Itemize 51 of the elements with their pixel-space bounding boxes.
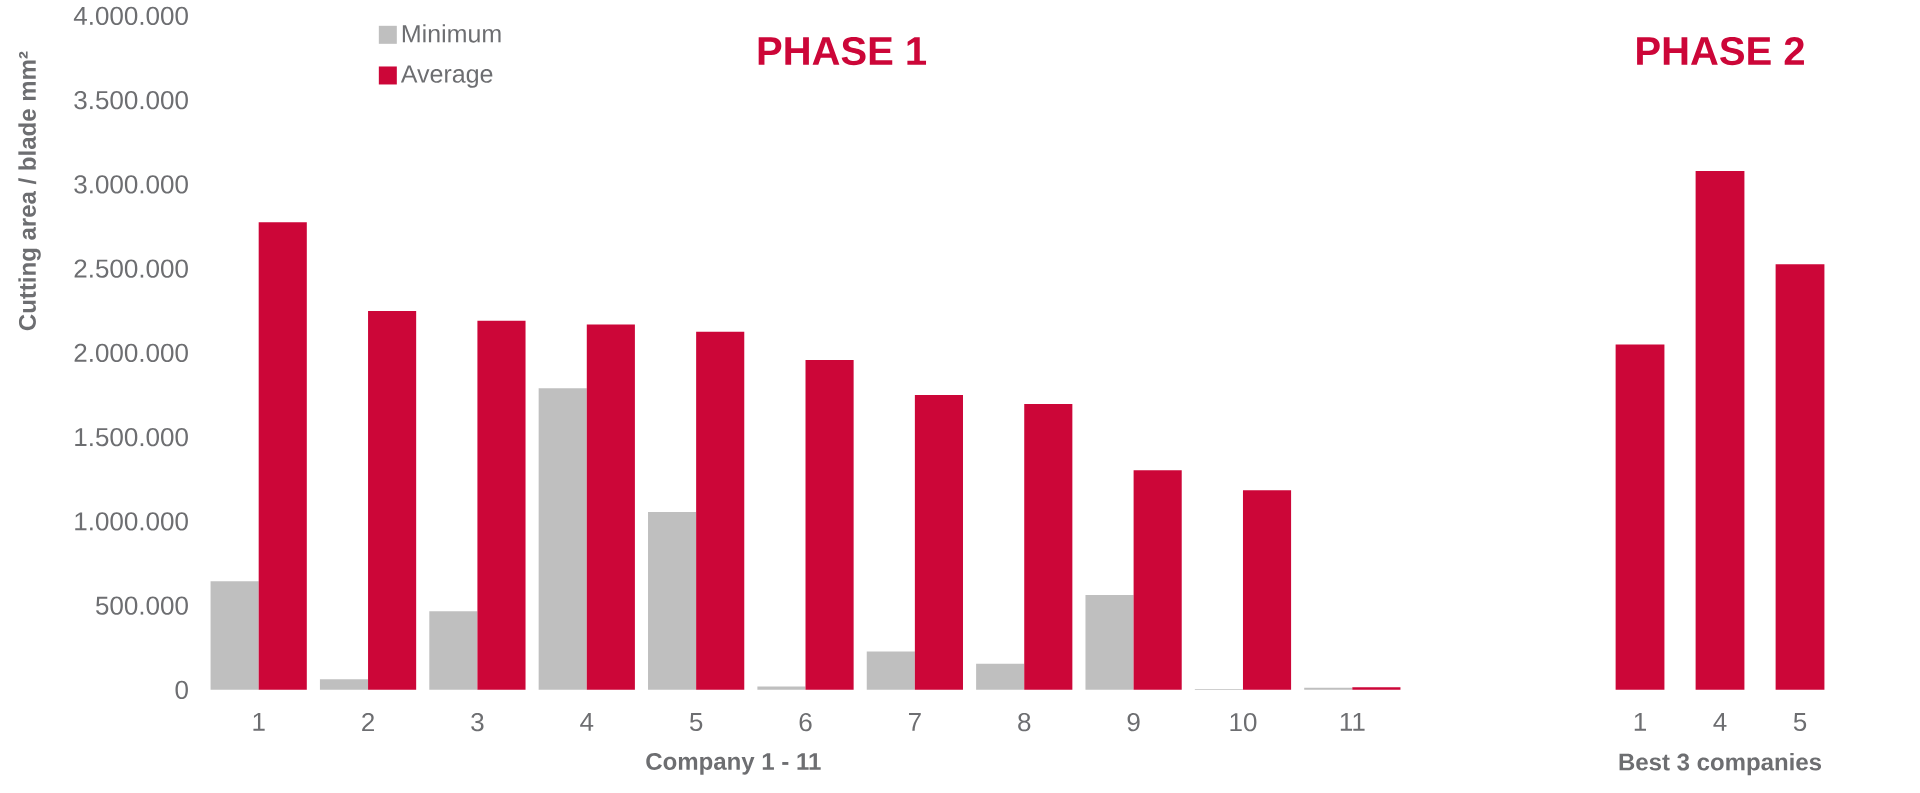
bar: [1133, 470, 1182, 690]
bar: [866, 651, 915, 690]
y-tick-label: 1.000.000: [75, 512, 188, 531]
x-tick-label: 8: [1018, 712, 1031, 732]
x-tick-label: 4: [580, 713, 594, 731]
x-tick-label: 1: [1634, 713, 1646, 731]
y-tick-label: 500.000: [95, 596, 188, 615]
y-tick-label: 3.000.000: [74, 175, 188, 194]
bar: [648, 511, 697, 690]
y-tick-label: 0: [175, 680, 188, 700]
chart-title: PHASE 2: [1637, 36, 1804, 66]
bar: [976, 663, 1025, 690]
legend-label: Minimum: [402, 24, 501, 43]
x-tick-label: 6: [799, 712, 812, 732]
y-tick-label: 4.000.000: [73, 6, 188, 26]
x-tick-label: 9: [1127, 712, 1140, 732]
y-tick-label: 3.500.000: [74, 90, 188, 110]
bar: [696, 331, 745, 690]
legend-label: Average: [400, 65, 493, 88]
bar: [757, 686, 806, 690]
y-axis-title: Cutting area / blade mm²: [18, 51, 41, 331]
bar: [1024, 404, 1073, 690]
bar: [1304, 687, 1353, 690]
x-tick-label: 10: [1230, 712, 1257, 732]
x-tick-label: 1: [253, 713, 265, 731]
x-tick-label: 4: [1713, 713, 1727, 731]
bar: [805, 360, 854, 690]
x-tick-label: 2: [362, 712, 374, 732]
bar: [1242, 490, 1292, 690]
bar: [477, 320, 526, 690]
bar: [1352, 687, 1401, 690]
x-tick-label: 11: [1340, 713, 1365, 731]
bar: [429, 611, 478, 690]
y-tick-label: 2.500.000: [74, 259, 188, 278]
bar: [538, 388, 587, 690]
x-tick-label: 5: [1793, 713, 1807, 732]
bar: [914, 395, 963, 690]
y-tick-label: 1.500.000: [75, 427, 188, 447]
x-axis-title: Best 3 companies: [1619, 753, 1822, 776]
x-axis-title: Company 1 - 11: [646, 753, 821, 775]
chart-title: PHASE 1: [758, 36, 927, 66]
y-tick-label: 2.000.000: [74, 343, 188, 363]
x-tick-label: 3: [471, 712, 484, 732]
bar: [210, 581, 259, 690]
bar: [368, 311, 417, 690]
bar: [258, 222, 307, 690]
x-tick-label: 5: [689, 713, 703, 732]
bar: [319, 679, 369, 690]
bar: [586, 324, 635, 690]
x-tick-label: 7: [908, 713, 921, 731]
bar: [1085, 595, 1134, 690]
